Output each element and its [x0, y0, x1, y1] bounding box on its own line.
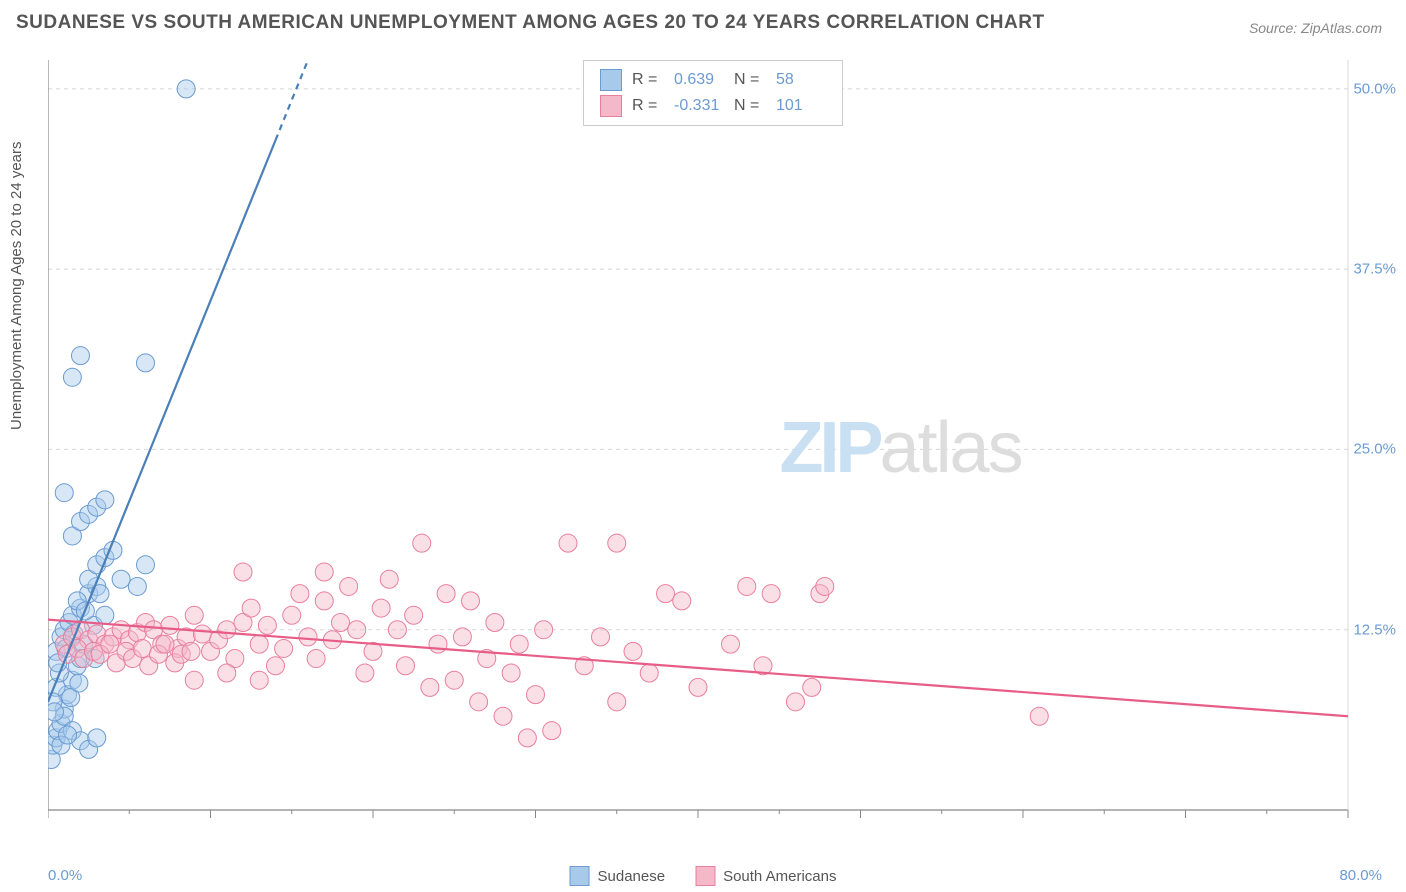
stats-row-sudanese: R = 0.639 N = 58	[600, 67, 826, 93]
x-tick-left: 0.0%	[48, 867, 82, 884]
legend-label-sudanese: Sudanese	[598, 868, 666, 885]
r-label: R =	[632, 71, 664, 89]
stats-box: R = 0.639 N = 58 R = -0.331 N = 101	[583, 60, 843, 126]
y-tick-label: 25.0%	[1353, 441, 1396, 458]
r-value-south-americans: -0.331	[674, 97, 724, 115]
n-label: N =	[734, 71, 766, 89]
legend-item-sudanese: Sudanese	[570, 866, 666, 886]
y-axis-label: Unemployment Among Ages 20 to 24 years	[8, 141, 25, 430]
legend-label-south-americans: South Americans	[723, 868, 836, 885]
x-tick-right: 80.0%	[1339, 867, 1382, 884]
chart-area: R = 0.639 N = 58 R = -0.331 N = 101 ZIPa…	[48, 60, 1378, 830]
n-value-sudanese: 58	[776, 71, 826, 89]
stats-row-south-americans: R = -0.331 N = 101	[600, 93, 826, 119]
bottom-legend: Sudanese South Americans	[570, 866, 837, 886]
y-tick-label: 12.5%	[1353, 621, 1396, 638]
n-label: N =	[734, 97, 766, 115]
n-value-south-americans: 101	[776, 97, 826, 115]
swatch-south-americans	[600, 95, 622, 117]
scatter-chart	[48, 60, 1378, 830]
swatch-south-americans	[695, 866, 715, 886]
swatch-sudanese	[600, 69, 622, 91]
r-value-sudanese: 0.639	[674, 71, 724, 89]
r-label: R =	[632, 97, 664, 115]
source-label: Source: ZipAtlas.com	[1249, 20, 1382, 36]
y-tick-label: 50.0%	[1353, 80, 1396, 97]
legend-item-south-americans: South Americans	[695, 866, 836, 886]
swatch-sudanese	[570, 866, 590, 886]
y-tick-label: 37.5%	[1353, 261, 1396, 278]
chart-title: SUDANESE VS SOUTH AMERICAN UNEMPLOYMENT …	[16, 12, 1045, 34]
